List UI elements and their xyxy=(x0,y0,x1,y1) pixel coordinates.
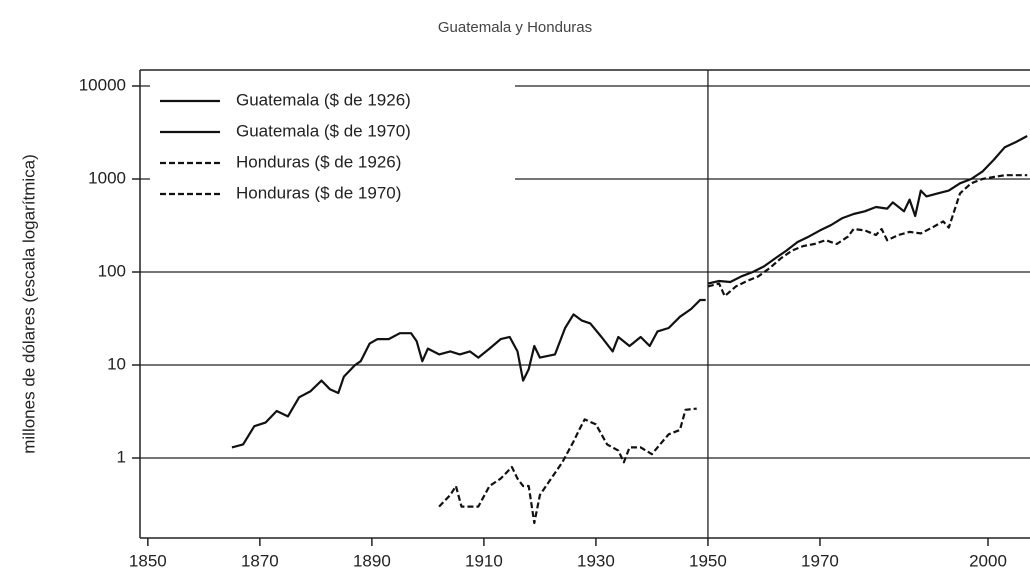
x-tick-label: 1950 xyxy=(689,551,727,570)
x-tick-label: 1870 xyxy=(241,551,279,570)
chart-title: Guatemala y Honduras xyxy=(438,19,592,36)
legend-label: Guatemala ($ de 1926) xyxy=(236,90,411,109)
x-tick-label: 2000 xyxy=(969,551,1007,570)
x-tick-label: 1970 xyxy=(801,551,839,570)
legend-label: Honduras ($ de 1970) xyxy=(236,183,401,202)
y-axis-label: millones de dólares (escala logarítmica) xyxy=(19,154,38,454)
x-tick-label: 1890 xyxy=(353,551,391,570)
legend-label: Guatemala ($ de 1970) xyxy=(236,121,411,140)
series-line xyxy=(707,174,1028,298)
y-tick-label: 1 xyxy=(117,447,126,466)
y-tick-label: 10000 xyxy=(79,75,126,94)
y-tick-label: 10 xyxy=(107,354,126,373)
legend-label: Honduras ($ de 1926) xyxy=(236,152,401,171)
legend-box xyxy=(150,72,515,210)
y-tick-label: 1000 xyxy=(88,168,126,187)
y-tick-label: 100 xyxy=(98,261,126,280)
x-tick-label: 1850 xyxy=(129,551,167,570)
x-tick-label: 1910 xyxy=(465,551,503,570)
x-tick-label: 1930 xyxy=(577,551,615,570)
series-line xyxy=(707,135,1028,285)
series-line xyxy=(231,298,706,449)
series-line xyxy=(438,407,697,525)
